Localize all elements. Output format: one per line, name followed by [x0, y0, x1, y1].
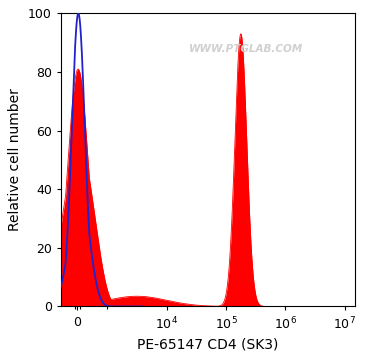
Y-axis label: Relative cell number: Relative cell number: [8, 89, 22, 231]
Text: WWW.PTGLAB.COM: WWW.PTGLAB.COM: [189, 44, 303, 54]
X-axis label: PE-65147 CD4 (SK3): PE-65147 CD4 (SK3): [137, 338, 279, 352]
